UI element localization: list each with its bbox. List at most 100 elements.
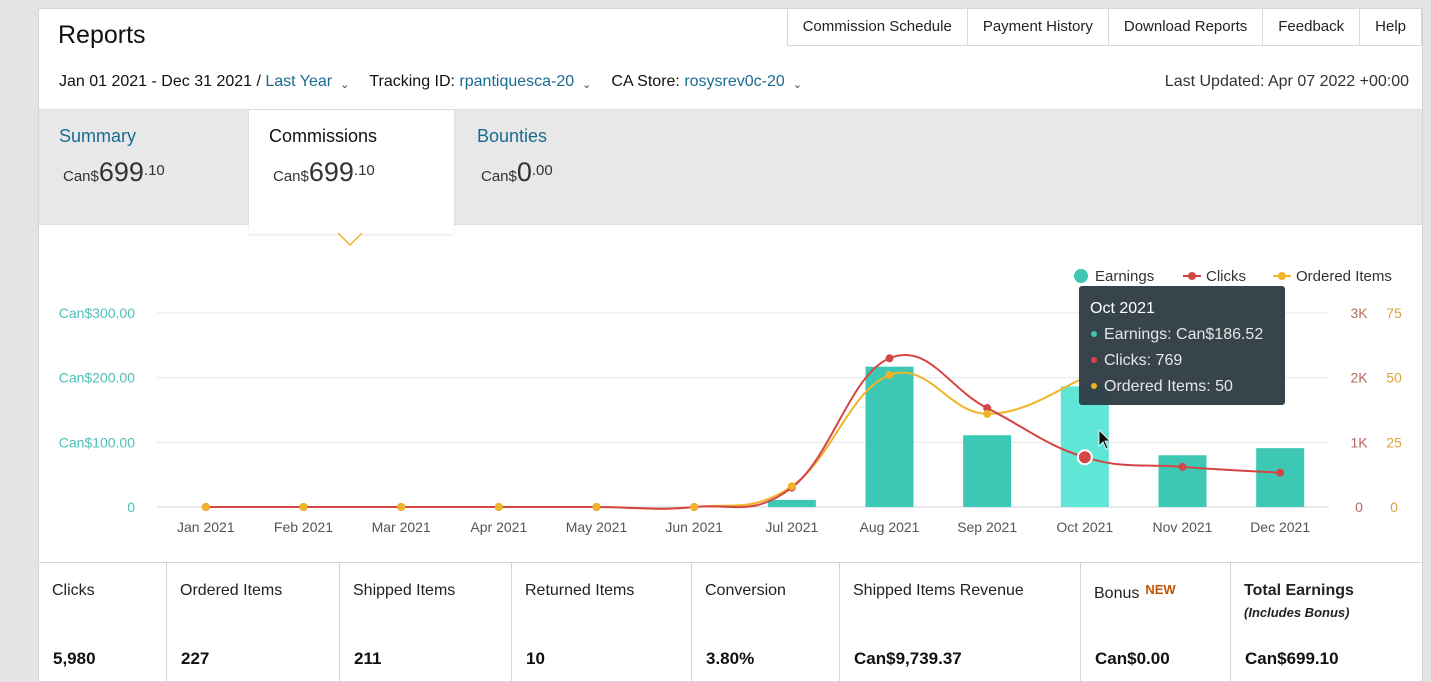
earnings-bar [1256, 448, 1305, 507]
tab-commissions-label: Commissions [269, 126, 378, 146]
report-tabs: Summary Can$699.10 Commissions Can$699.1… [39, 109, 1422, 234]
y-right-clicks-tick-label: 3K [1350, 305, 1368, 321]
legend-item: Ordered Items [1273, 268, 1392, 285]
legend-label: Ordered Items [1296, 268, 1392, 285]
x-tick-label: Jun 2021 [665, 519, 723, 535]
tooltip-dot [1091, 331, 1097, 337]
ordered-items-line [205, 371, 1086, 510]
x-tick-label: May 2021 [566, 519, 628, 535]
earnings-bar [963, 435, 1012, 507]
legend-swatch [1074, 269, 1088, 283]
legend-marker [1188, 272, 1196, 280]
store-label: CA Store: [611, 73, 685, 90]
chevron-down-icon[interactable]: ⌄ [792, 78, 803, 91]
stats-row: Clicks 5,980 Ordered Items 227 Shipped Ite… [39, 562, 1422, 682]
tab-summary[interactable]: Summary Can$699.10 [39, 110, 249, 226]
stat-ordered-items: Ordered Items 227 [167, 563, 340, 682]
tooltip-line: Clicks: 769 [1104, 352, 1182, 369]
y-right-items-tick-label: 25 [1386, 434, 1402, 450]
tooltip-line: Earnings: Can$186.52 [1104, 326, 1263, 343]
ordered-items-point [397, 503, 406, 511]
help-button[interactable]: Help [1360, 8, 1422, 46]
ordered-items-point [494, 503, 503, 511]
top-nav: Commission Schedule Payment History Down… [786, 8, 1422, 46]
x-tick-label: Oct 2021 [1056, 519, 1113, 535]
tooltip-dot [1091, 357, 1097, 363]
chevron-down-icon[interactable]: ⌄ [340, 78, 350, 91]
x-tick-label: Apr 2021 [470, 519, 527, 535]
ordered-items-point [592, 503, 601, 511]
tracking-id-filter[interactable]: Tracking ID: rpantiquesca-20 [369, 73, 574, 91]
new-badge: NEW [1145, 582, 1176, 597]
tooltip-line: Ordered Items: 50 [1104, 378, 1233, 395]
tooltip-dot [1091, 383, 1097, 389]
y-left-tick-label: 0 [127, 499, 135, 515]
y-right-clicks-tick-label: 0 [1355, 499, 1363, 515]
date-range-text: Jan 01 2021 - Dec 31 2021 / [59, 73, 266, 90]
clicks-point [1178, 462, 1187, 471]
x-tick-label: Aug 2021 [860, 519, 920, 535]
stat-conversion: Conversion 3.80% [692, 563, 840, 682]
stat-clicks: Clicks 5,980 [39, 563, 167, 682]
feedback-button[interactable]: Feedback [1263, 8, 1361, 46]
legend-item: Earnings [1074, 268, 1154, 285]
y-left-tick-label: Can$200.00 [59, 370, 136, 386]
mouse-cursor-icon [1098, 429, 1111, 450]
x-tick-label: Dec 2021 [1250, 519, 1310, 535]
page-title: Reports [58, 21, 146, 49]
tooltip-title: Oct 2021 [1090, 300, 1155, 317]
ordered-items-point [690, 503, 699, 511]
ordered-items-point [983, 409, 992, 418]
earnings-chart: 0 0 0 Can$100.00 1K 25 Can$200.00 2K 50 Can$300.0… [59, 233, 1402, 535]
tab-summary-amount: Can$699.10 [63, 157, 165, 187]
tooltip-box [1079, 286, 1285, 405]
store-filter[interactable]: CA Store: rosysrev0c-20 [611, 73, 784, 91]
tab-summary-label: Summary [59, 126, 137, 146]
active-tab-pointer [337, 233, 363, 247]
y-right-items-tick-label: 75 [1386, 305, 1402, 321]
x-tick-label: Jul 2021 [765, 519, 818, 535]
y-right-clicks-tick-label: 1K [1350, 434, 1368, 450]
tab-commissions[interactable]: Commissions Can$699.10 [249, 110, 454, 234]
y-left-tick-label: Can$100.00 [59, 434, 136, 450]
payment-history-button[interactable]: Payment History [967, 8, 1109, 46]
download-reports-button[interactable]: Download Reports [1108, 8, 1264, 46]
x-tick-label: Mar 2021 [372, 519, 431, 535]
ordered-items-point [787, 482, 796, 491]
filter-bar: Jan 01 2021 - Dec 31 2021 / Last Year ⌄ … [59, 73, 822, 91]
stat-bonus: Bonus NEW Can$0.00 [1081, 563, 1231, 682]
x-tick-label: Feb 2021 [274, 519, 333, 535]
y-right-items-tick-label: 0 [1390, 499, 1398, 515]
legend-marker [1278, 272, 1286, 280]
tracking-id-label: Tracking ID: [369, 73, 460, 90]
earnings-bar [767, 499, 816, 507]
earnings-bar [1060, 386, 1109, 507]
stat-total-earnings: Total Earnings (Includes Bonus) Can$699.10 [1244, 582, 1354, 668]
chart-tooltip: Oct 2021 Earnings: Can$186.52 Clicks: 769 O… [1079, 286, 1285, 405]
y-right-items-tick-label: 50 [1386, 370, 1402, 386]
reports-panel: Reports Commission Schedule Payment Hist… [38, 8, 1423, 682]
x-tick-label: Sep 2021 [957, 519, 1017, 535]
clicks-point [1276, 468, 1285, 477]
store-value: rosysrev0c-20 [684, 73, 785, 90]
tab-commissions-amount: Can$699.10 [273, 157, 375, 187]
tab-bounties[interactable]: Bounties Can$0.00 [457, 110, 657, 226]
x-tick-label: Nov 2021 [1153, 519, 1213, 535]
tab-bounties-amount: Can$0.00 [481, 157, 553, 187]
ordered-items-point [201, 503, 210, 511]
stat-returned-items: Returned Items 10 [512, 563, 692, 682]
earnings-bar [865, 366, 914, 507]
ordered-items-point [299, 503, 308, 511]
period-value: Last Year [265, 73, 333, 90]
clicks-point [983, 404, 992, 413]
legend-label: Clicks [1206, 268, 1246, 285]
last-updated-text: Last Updated: Apr 07 2022 +00:00 [1164, 73, 1409, 90]
commission-schedule-button[interactable]: Commission Schedule [786, 8, 968, 46]
y-left-tick-label: Can$300.00 [59, 305, 136, 321]
date-range-filter[interactable]: Jan 01 2021 - Dec 31 2021 / Last Year [59, 73, 332, 91]
legend-item: Clicks [1183, 268, 1246, 285]
ordered-items-point [885, 371, 894, 380]
chevron-down-icon[interactable]: ⌄ [582, 78, 592, 91]
tab-bounties-label: Bounties [477, 126, 548, 146]
clicks-point [1076, 449, 1093, 466]
